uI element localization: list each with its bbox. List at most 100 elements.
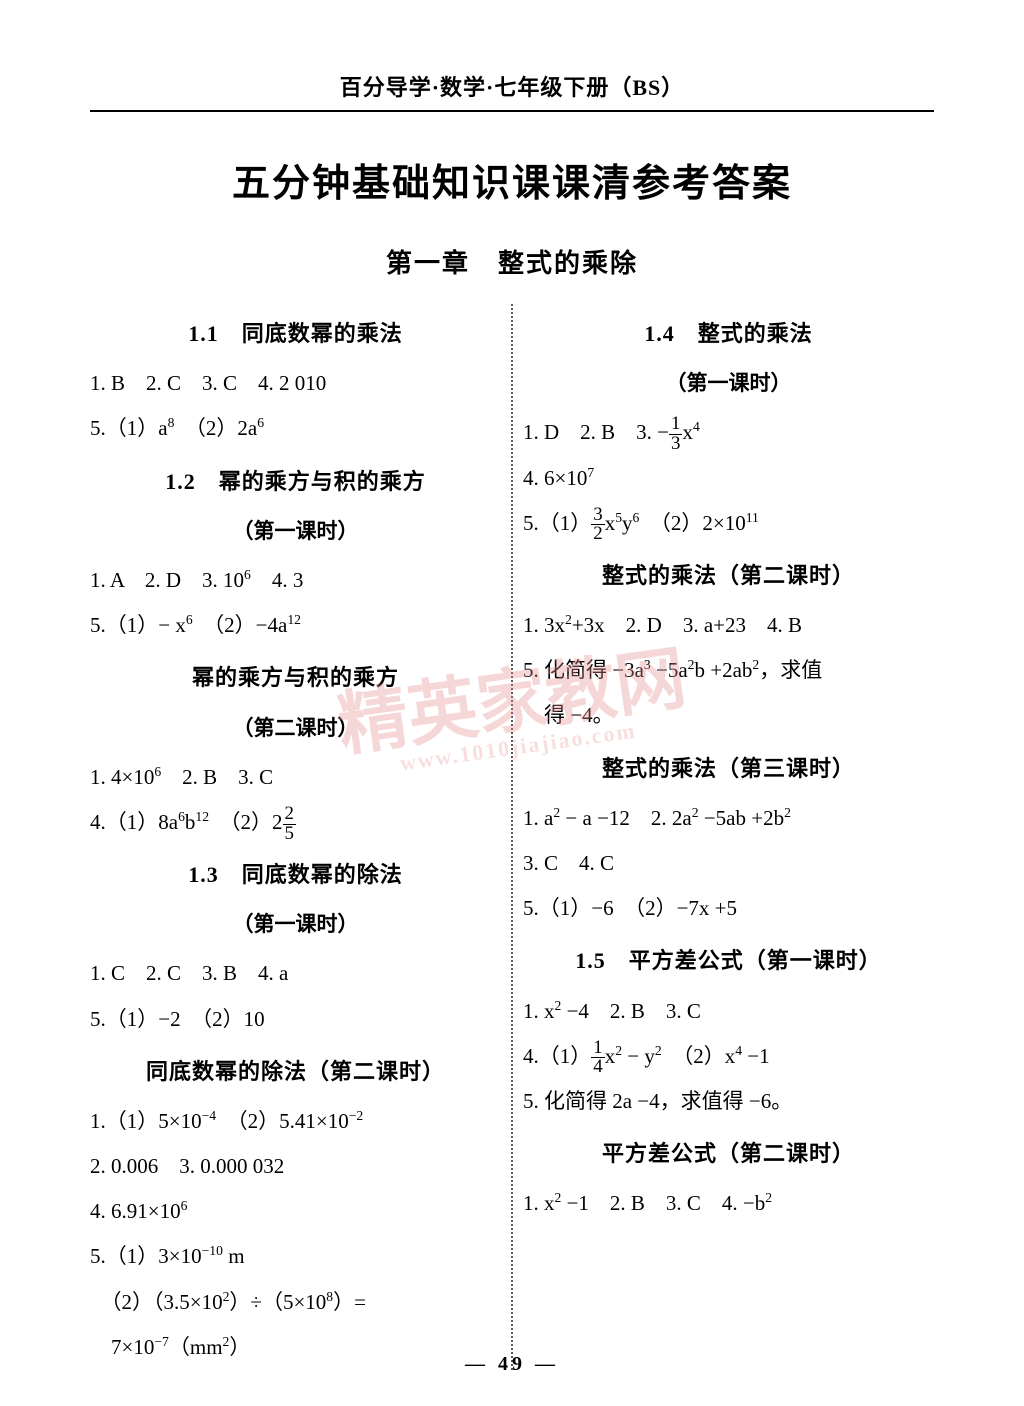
text: ，求值 — [759, 658, 822, 682]
exponent: 2 — [565, 612, 572, 627]
text: （2）2 — [209, 810, 283, 834]
numerator: 1 — [591, 1039, 604, 1059]
exponent: 12 — [195, 809, 209, 824]
text: （2）x — [662, 1044, 736, 1068]
exponent: 11 — [746, 510, 759, 525]
text: x — [605, 1044, 616, 1068]
section-1-1-title: 1.1 同底数幂的乘法 — [90, 310, 501, 357]
answer-line: 4.（1）8a6b12 （2）225 — [90, 800, 501, 845]
right-column: 1.4 整式的乘法 （第一课时） 1. D 2. B 3. −13x4 4. 6… — [523, 304, 934, 1370]
text: y — [622, 511, 633, 535]
numerator: 1 — [669, 415, 682, 435]
answer-line: 1. a2 − a −12 2. 2a2 −5ab +2b2 — [523, 796, 934, 841]
section-1-2b-sub: （第二课时） — [90, 706, 501, 751]
text: −5a — [651, 658, 688, 682]
exponent: −4 — [202, 1108, 217, 1123]
page-header: 百分导学·数学·七年级下册（BS） — [90, 70, 934, 112]
text: 4. 3 — [251, 568, 304, 592]
numerator: 3 — [591, 506, 604, 526]
answer-line: 4.（1）14x2 − y2 （2）x4 −1 — [523, 1034, 934, 1079]
answer-line: 1.（1）5×10−4 （2）5.41×10−2 — [90, 1099, 501, 1144]
text: 4.（1）8a — [90, 810, 178, 834]
text: ）= — [333, 1290, 366, 1314]
exponent: −2 — [349, 1108, 364, 1123]
text: − y — [622, 1044, 655, 1068]
answer-line: 5.（1）a8 （2）2a6 — [90, 406, 501, 451]
text: 4. 6×10 — [523, 466, 587, 490]
section-1-5b-title: 平方差公式（第二课时） — [523, 1130, 934, 1177]
exponent: 6 — [181, 1198, 188, 1213]
exponent: 6 — [178, 809, 185, 824]
left-column: 1.1 同底数幂的乘法 1. B 2. C 3. C 4. 2 010 5.（1… — [90, 304, 501, 1370]
text: x — [682, 420, 693, 444]
text: 1.（1）5×10 — [90, 1109, 202, 1133]
fraction: 32 — [591, 506, 604, 545]
text: − a −12 2. 2a — [560, 806, 692, 830]
text: 2. B 3. C — [161, 765, 273, 789]
exponent: 2 — [615, 1043, 622, 1058]
content-columns: 1.1 同底数幂的乘法 1. B 2. C 3. C 4. 2 010 5.（1… — [90, 304, 934, 1370]
answer-line: 1. x2 −4 2. B 3. C — [523, 989, 934, 1034]
fraction: 13 — [669, 415, 682, 454]
text: 5.（1）3×10 — [90, 1244, 202, 1268]
exponent: −10 — [202, 1243, 223, 1258]
answer-line: 得 −4。 — [523, 693, 934, 738]
answer-line: 5. 化简得 2a −4，求值得 −6。 — [523, 1079, 934, 1124]
page-number: — 49 — — [0, 1353, 1024, 1376]
answer-line: 5.（1）32x5y6 （2）2×1011 — [523, 501, 934, 546]
denominator: 3 — [669, 435, 682, 454]
exponent: 2 — [655, 1043, 662, 1058]
section-1-2a-title: 1.2 幂的乘方与积的乘方 — [90, 458, 501, 505]
text: 1. A 2. D 3. 10 — [90, 568, 244, 592]
exponent: 4 — [735, 1043, 742, 1058]
answer-line: 4. 6.91×106 — [90, 1189, 501, 1234]
answer-line: （2）（3.5×102）÷（5×108）= — [90, 1280, 501, 1325]
column-separator — [511, 304, 513, 1370]
section-1-5a-title: 1.5 平方差公式（第一课时） — [523, 937, 934, 984]
section-1-2b-title: 幂的乘方与积的乘方 — [90, 654, 501, 701]
text: 1. 3x — [523, 613, 565, 637]
text: 5.（1）a — [90, 416, 168, 440]
answer-line: 1. B 2. C 3. C 4. 2 010 — [90, 361, 501, 406]
exponent: 3 — [644, 657, 651, 672]
section-1-4a-sub: （第一课时） — [523, 361, 934, 406]
section-1-2a-sub: （第一课时） — [90, 509, 501, 554]
text: 5.（1） — [523, 511, 591, 535]
exponent: 2 — [692, 805, 699, 820]
answer-line: 1. x2 −1 2. B 3. C 4. −b2 — [523, 1181, 934, 1226]
answer-line: 1. C 2. C 3. B 4. a — [90, 951, 501, 996]
text: x — [605, 511, 616, 535]
answer-line: 1. D 2. B 3. −13x4 — [523, 410, 934, 455]
text: −1 — [742, 1044, 770, 1068]
exponent: 2 — [765, 1190, 772, 1205]
text: −4 2. B 3. C — [561, 999, 701, 1023]
exponent: 7 — [587, 465, 594, 480]
answer-line: 5. 化简得 −3a3 −5a2b +2ab2，求值 — [523, 648, 934, 693]
text: （2）2×10 — [639, 511, 745, 535]
answer-line: 5.（1）− x6 （2）−4a12 — [90, 603, 501, 648]
chapter-title: 第一章 整式的乘除 — [90, 243, 934, 280]
main-title: 五分钟基础知识课课清参考答案 — [90, 152, 934, 207]
text: b +2ab — [695, 658, 753, 682]
answer-line: 3. C 4. C — [523, 841, 934, 886]
answer-line: 5.（1）−2 （2）10 — [90, 997, 501, 1042]
text: 4.（1） — [523, 1044, 591, 1068]
text: （2）（3.5×10 — [90, 1290, 223, 1314]
denominator: 5 — [283, 825, 296, 844]
text: m — [223, 1244, 245, 1268]
answer-line: 4. 6×107 — [523, 456, 934, 501]
text: +3x 2. D 3. a+23 4. B — [572, 613, 802, 637]
section-1-4c-title: 整式的乘法（第三课时） — [523, 745, 934, 792]
text: 4. 6.91×10 — [90, 1199, 181, 1223]
section-1-3b-title: 同底数幂的除法（第二课时） — [90, 1048, 501, 1095]
exponent: 6 — [257, 415, 264, 430]
text: 1. x — [523, 999, 555, 1023]
text: −5ab +2b — [699, 806, 785, 830]
text: b — [185, 810, 196, 834]
text: −1 2. B 3. C 4. −b — [561, 1191, 765, 1215]
section-1-3a-title: 1.3 同底数幂的除法 — [90, 851, 501, 898]
exponent: 2 — [784, 805, 791, 820]
answer-line: 1. A 2. D 3. 106 4. 3 — [90, 558, 501, 603]
text: ）÷（5×10 — [229, 1290, 326, 1314]
answer-line: 1. 4×106 2. B 3. C — [90, 755, 501, 800]
